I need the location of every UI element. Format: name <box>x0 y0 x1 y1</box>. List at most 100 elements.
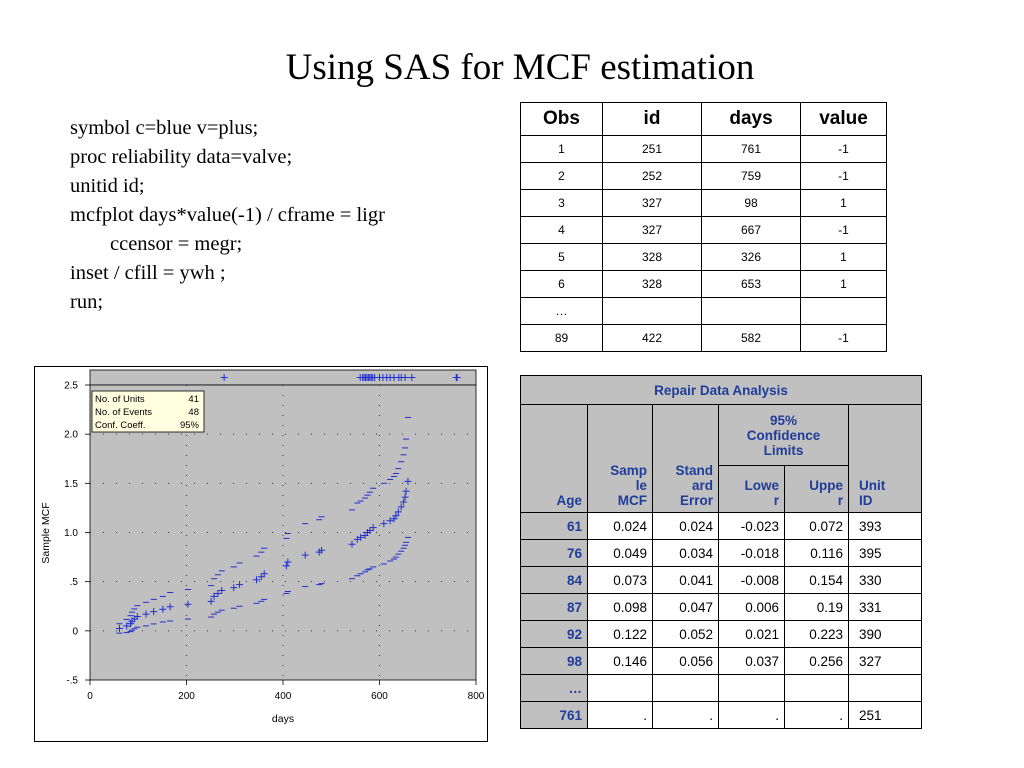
cell-id: 327 <box>602 216 702 244</box>
cell-lower: -0.018 <box>718 539 785 567</box>
header-line: r <box>773 493 779 508</box>
table-row: 6 328 653 1 <box>520 270 887 298</box>
mcf-point <box>369 524 377 532</box>
censor-mark <box>401 374 409 381</box>
censor-mark <box>220 374 228 381</box>
mcf-point <box>257 573 265 581</box>
y-axis-label: Sample MCF <box>40 502 52 563</box>
repair-data-table: Repair Data Analysis Age Samp le MCF Sta… <box>520 375 922 729</box>
code-line: ccensor = megr; <box>110 233 243 255</box>
header-line: 95% <box>769 412 798 428</box>
mcf-point <box>397 503 405 511</box>
cell-obs: 3 <box>520 189 603 217</box>
cell-mcf: 0.146 <box>587 647 653 675</box>
mcf-point <box>301 551 309 559</box>
mcf-point <box>284 558 292 566</box>
column-header-id: id <box>602 102 702 136</box>
cell-se <box>652 674 719 702</box>
cell-mcf <box>587 674 653 702</box>
cell-obs: 5 <box>520 243 603 271</box>
cell-se: 0.052 <box>652 620 719 648</box>
cell-unit: 327 <box>848 647 922 675</box>
code-line: symbol c=blue v=plus; <box>70 117 259 139</box>
mcf-point <box>252 576 260 584</box>
cell-unit: 331 <box>848 593 922 621</box>
mcf-point <box>366 527 374 535</box>
header-line: Error <box>679 493 713 508</box>
mcf-point <box>380 520 388 528</box>
mcf-point <box>348 540 356 548</box>
header-line: Unit <box>859 478 886 493</box>
table-header-row: Obs id days value <box>520 102 887 136</box>
mcf-point <box>400 498 408 506</box>
cell-value: -1 <box>800 216 887 244</box>
column-header-sample-mcf: Samp le MCF <box>587 404 653 513</box>
mcf-point <box>210 592 218 600</box>
column-header-days: days <box>701 102 801 136</box>
inset-label: No. of Units <box>95 394 145 405</box>
slide-title: Using SAS for MCF estimation <box>285 47 755 88</box>
cell-age: 98 <box>520 647 588 675</box>
cell-se: 0.056 <box>652 647 719 675</box>
mcf-point <box>150 608 158 616</box>
code-line: mcfplot days*value(-1) / cframe = ligr <box>70 204 385 226</box>
cell-mcf: . <box>587 701 653 729</box>
cell-se: 0.034 <box>652 539 719 567</box>
cell-mcf: 0.049 <box>587 539 653 567</box>
inset-label: Conf. Coeff. <box>95 420 146 431</box>
y-tick-label: 1.0 <box>64 528 78 539</box>
cell-upper: 0.116 <box>784 539 849 567</box>
cell-days: 761 <box>701 135 801 163</box>
cell-age: … <box>520 674 588 702</box>
cell-value: -1 <box>800 135 887 163</box>
header-line: Uppe <box>809 478 843 493</box>
mcf-point <box>392 512 400 520</box>
table-row: 1 251 761 -1 <box>520 135 887 163</box>
cell-unit: 390 <box>848 620 922 648</box>
header-line: ID <box>859 493 873 508</box>
code-line: proc reliability data=valve; <box>70 146 293 168</box>
cell-upper: 0.154 <box>784 566 849 594</box>
cell-lower <box>718 674 785 702</box>
cell-lower: 0.021 <box>718 620 785 648</box>
cell-obs: … <box>520 297 603 325</box>
x-tick-label: 400 <box>275 691 292 702</box>
cell-age: 87 <box>520 593 588 621</box>
header-line: r <box>837 493 843 508</box>
cell-id: 327 <box>602 189 702 217</box>
cell-age: 84 <box>520 566 588 594</box>
header-line: Limits <box>763 442 804 458</box>
table-row: 84 0.073 0.041 -0.008 0.154 330 <box>520 566 922 594</box>
header-line: Stand <box>675 463 713 478</box>
y-tick-label: -.5 <box>66 676 78 687</box>
mcf-point <box>404 477 412 485</box>
cell-days: 653 <box>701 270 801 298</box>
inset-value: 95% <box>180 420 200 431</box>
cell-obs: 89 <box>520 324 603 352</box>
table-row: 4 327 667 -1 <box>520 216 887 244</box>
mcf-point <box>401 493 409 501</box>
y-tick-label: 1.5 <box>64 479 78 490</box>
axis-layer: 0 200 400 600 800 -.5 0 .5 1.0 1.5 2.0 2.5 <box>64 381 485 703</box>
cell-id: 251 <box>602 135 702 163</box>
header-line: Samp <box>610 463 647 478</box>
data-layer <box>115 374 461 634</box>
column-header-confidence-limits: 95% Confidence Limits <box>718 404 849 466</box>
cell-days: 667 <box>701 216 801 244</box>
y-tick-label: 0 <box>72 626 78 637</box>
cell-upper: 0.072 <box>784 512 849 540</box>
mcf-point <box>133 612 141 620</box>
mcf-point <box>394 508 402 516</box>
column-header-standard-error: Stand ard Error <box>652 404 719 513</box>
cell-obs: 4 <box>520 216 603 244</box>
cell-age: 92 <box>520 620 588 648</box>
mcf-point <box>236 581 244 589</box>
inset-value: 48 <box>188 407 199 418</box>
mcf-point <box>115 624 123 632</box>
column-header-obs: Obs <box>520 102 603 136</box>
table-row: 98 0.146 0.056 0.037 0.256 327 <box>520 647 922 675</box>
cell-days: 582 <box>701 324 801 352</box>
code-line: inset / cfill = ywh ; <box>70 262 226 284</box>
mcf-point <box>207 597 215 605</box>
table-row: 2 252 759 -1 <box>520 162 887 190</box>
